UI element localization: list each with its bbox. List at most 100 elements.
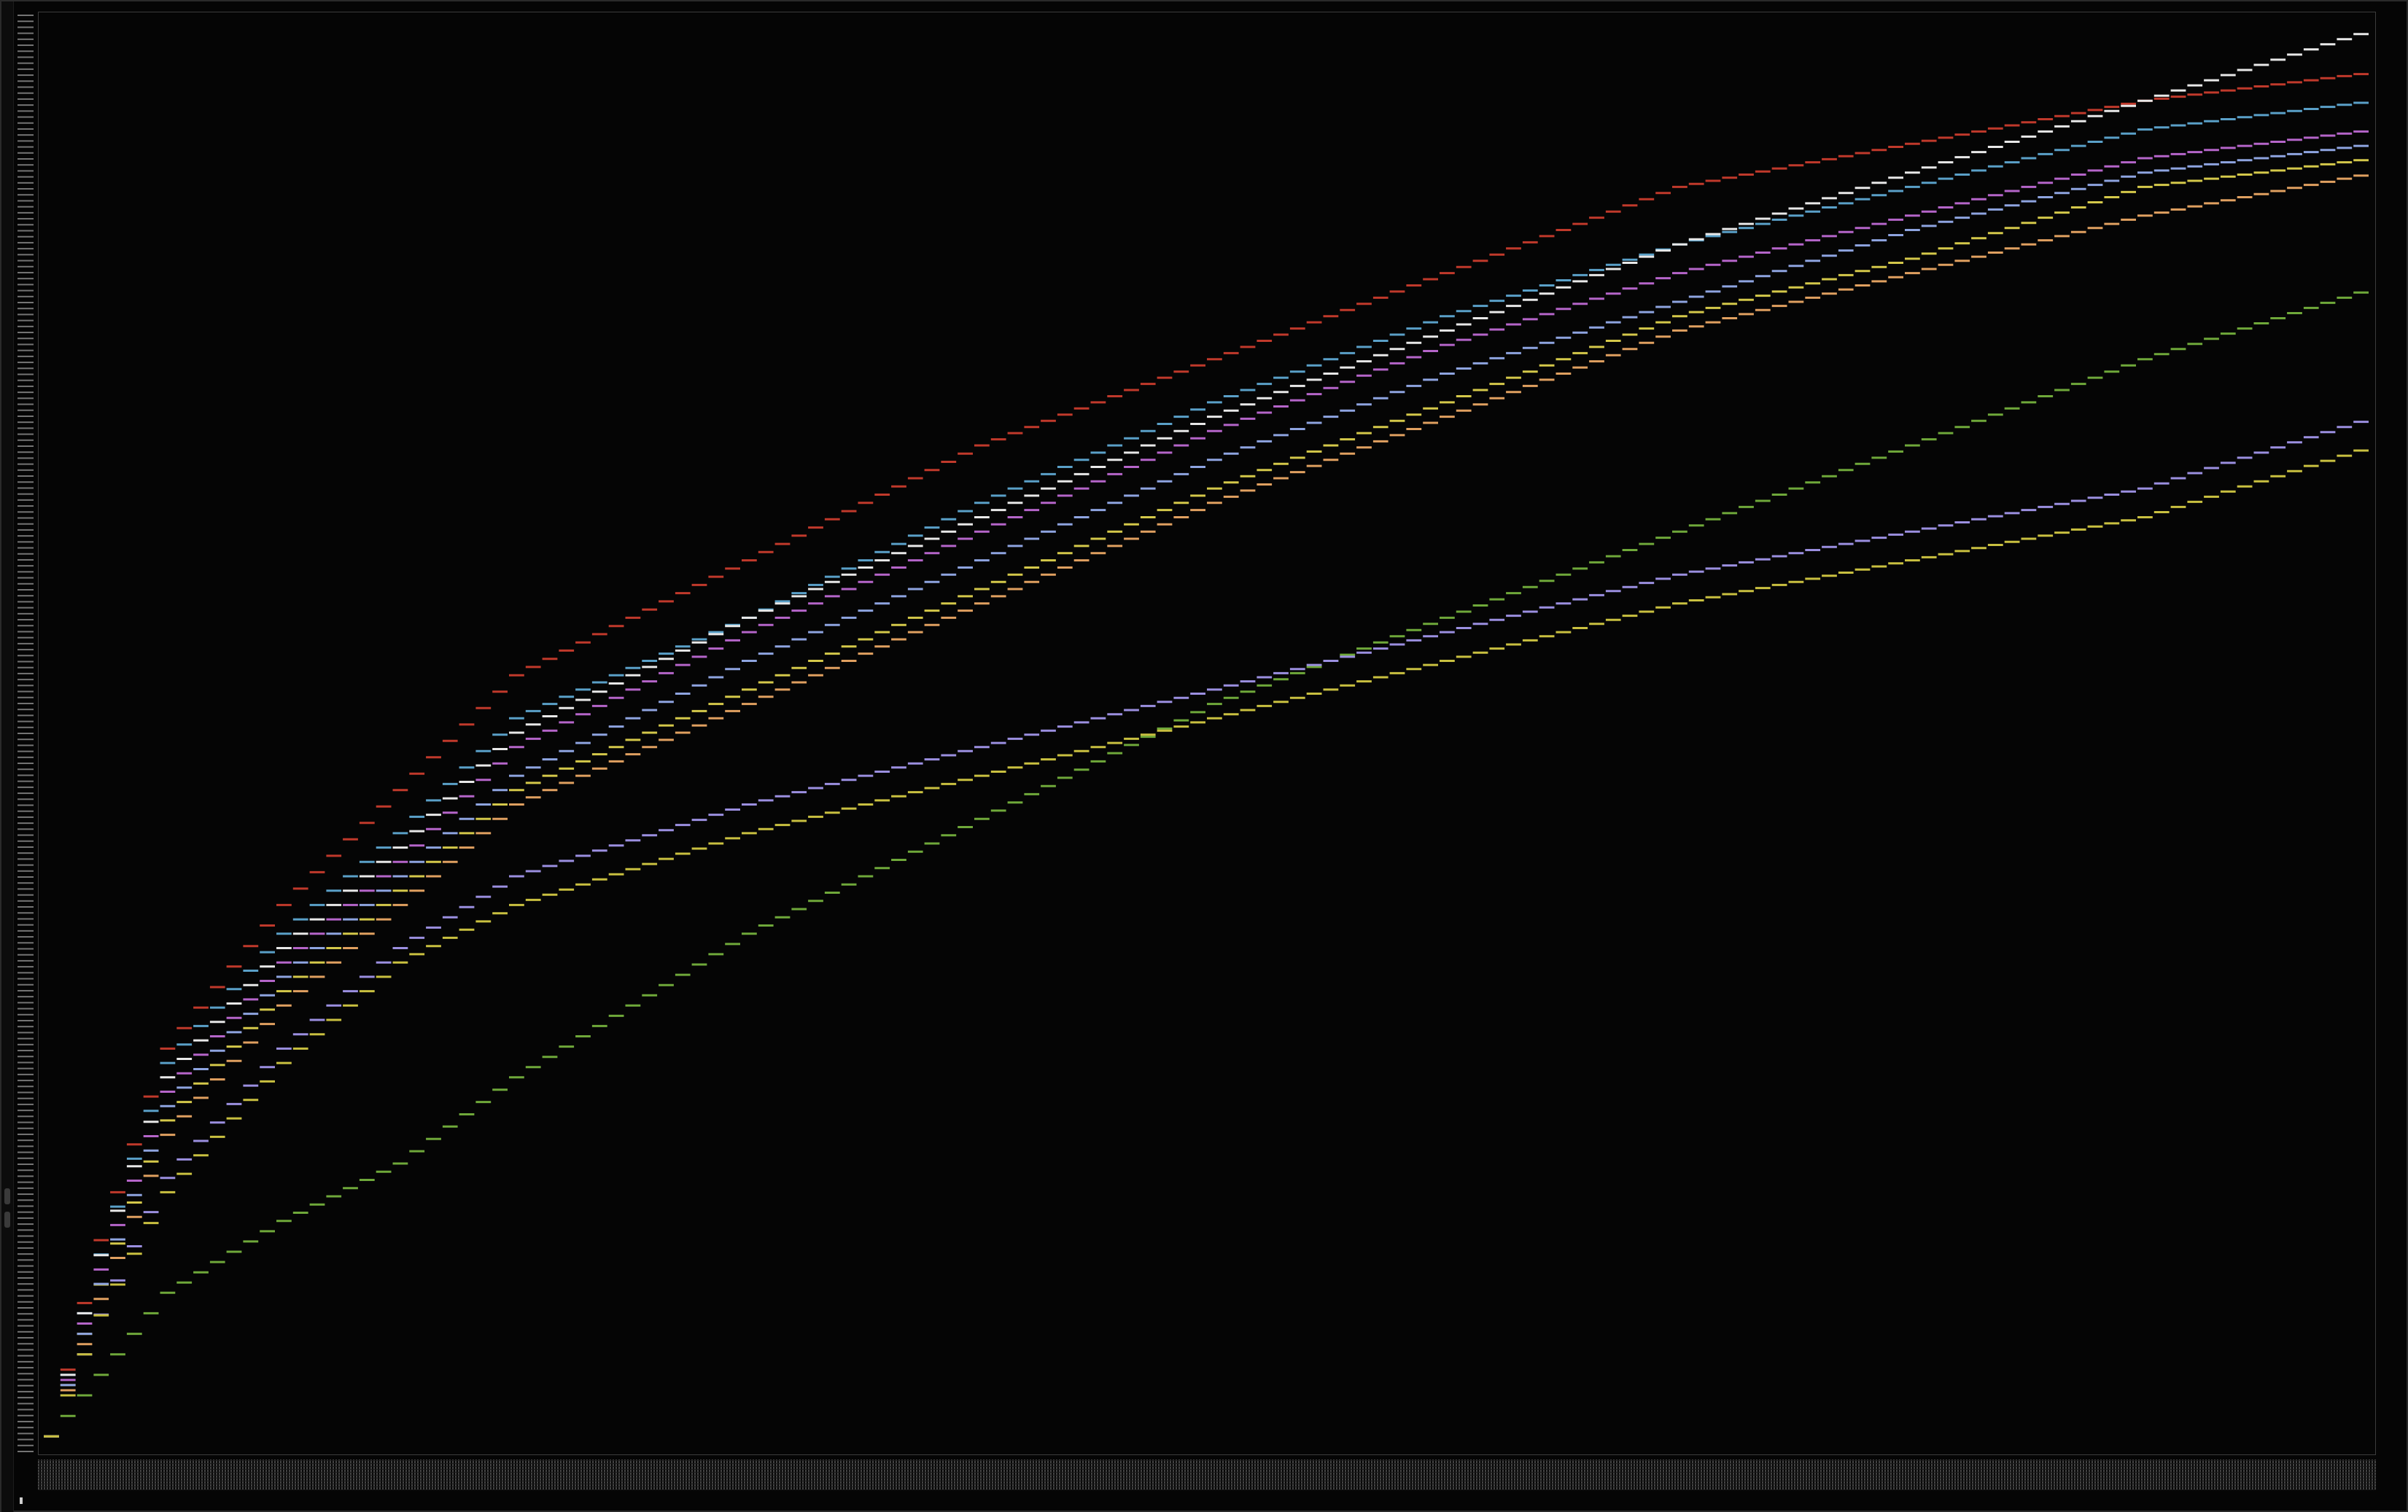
y-tick <box>18 1451 34 1452</box>
y-tick <box>18 134 34 136</box>
y-tick <box>18 810 34 812</box>
y-tick <box>18 188 34 190</box>
y-tick <box>18 415 34 417</box>
rail-handle-bottom[interactable] <box>4 1212 10 1228</box>
y-tick <box>18 828 34 830</box>
y-tick <box>18 709 34 711</box>
y-tick <box>18 427 34 429</box>
y-tick <box>18 1205 34 1207</box>
y-tick <box>18 948 34 950</box>
y-tick <box>18 224 34 226</box>
y-tick <box>18 1067 34 1069</box>
y-tick <box>18 1013 34 1016</box>
y-tick <box>18 864 34 866</box>
series-line-4 <box>44 159 2369 1438</box>
series-line-5 <box>44 144 2369 1438</box>
y-tick <box>18 1343 34 1345</box>
y-tick <box>18 170 34 172</box>
y-tick <box>18 92 34 94</box>
y-tick <box>18 1313 34 1315</box>
y-tick <box>18 804 34 806</box>
y-tick <box>18 918 34 920</box>
y-tick <box>18 260 34 262</box>
left-rail[interactable] <box>1 1 14 1512</box>
y-tick <box>18 541 34 543</box>
y-tick <box>18 271 34 273</box>
y-tick <box>18 966 34 968</box>
y-tick <box>18 116 34 118</box>
y-tick <box>18 62 34 64</box>
series-line-0 <box>44 73 2369 1438</box>
y-tick <box>18 1277 34 1279</box>
rail-handle-top[interactable] <box>4 1188 10 1204</box>
y-tick <box>18 164 34 166</box>
y-tick <box>18 978 34 980</box>
y-tick <box>18 254 34 256</box>
y-tick <box>18 1097 34 1099</box>
y-tick <box>18 1043 34 1045</box>
y-tick <box>18 912 34 914</box>
y-tick <box>18 349 34 351</box>
y-tick <box>18 278 34 280</box>
y-tick <box>18 1164 34 1165</box>
y-tick <box>18 666 34 669</box>
y-tick <box>18 391 34 394</box>
y-tick <box>18 870 34 872</box>
y-tick <box>18 882 34 884</box>
y-tick <box>18 397 34 400</box>
y-tick <box>18 589 34 591</box>
y-tick <box>18 50 34 52</box>
y-tick <box>18 463 34 465</box>
y-tick <box>18 852 34 854</box>
y-tick <box>18 1008 34 1010</box>
y-tick <box>18 1139 34 1142</box>
y-tick <box>18 1121 34 1123</box>
y-tick <box>18 152 34 154</box>
y-tick <box>18 355 34 357</box>
y-tick <box>18 1241 34 1243</box>
y-tick <box>18 1325 34 1327</box>
y-tick <box>18 1283 34 1285</box>
y-tick <box>18 983 34 986</box>
y-tick <box>18 558 34 561</box>
y-tick <box>18 493 34 495</box>
y-tick <box>18 511 34 513</box>
y-tick <box>18 553 34 555</box>
y-tick <box>18 942 34 944</box>
y-tick <box>18 959 34 962</box>
y-tick <box>18 332 34 334</box>
y-tick <box>18 248 34 250</box>
y-tick <box>18 295 34 297</box>
y-tick <box>18 1020 34 1021</box>
y-tick <box>18 685 34 687</box>
y-tick <box>18 607 34 609</box>
y-tick <box>18 1259 34 1261</box>
y-tick <box>18 1355 34 1357</box>
y-tick <box>18 642 34 644</box>
y-tick <box>18 631 34 633</box>
y-tick <box>18 733 34 734</box>
y-tick <box>18 68 34 70</box>
y-tick <box>18 194 34 196</box>
y-tick <box>18 601 34 603</box>
y-tick <box>18 1307 34 1309</box>
y-tick <box>18 487 34 489</box>
y-tick <box>18 80 34 82</box>
y-tick <box>18 20 34 23</box>
y-tick <box>18 319 34 322</box>
y-tick <box>18 1403 34 1405</box>
y-tick <box>18 768 34 771</box>
y-tick <box>18 1056 34 1058</box>
y-tick <box>18 1080 34 1082</box>
y-tick <box>18 798 34 800</box>
y-tick <box>18 1133 34 1135</box>
y-tick <box>18 499 34 501</box>
y-tick <box>18 1295 34 1297</box>
y-tick <box>18 98 34 100</box>
y-tick <box>18 1373 34 1375</box>
y-tick <box>18 128 34 130</box>
y-tick <box>18 325 34 327</box>
y-tick <box>18 529 34 531</box>
series-line-9 <box>44 449 2369 1438</box>
y-tick <box>18 104 34 106</box>
